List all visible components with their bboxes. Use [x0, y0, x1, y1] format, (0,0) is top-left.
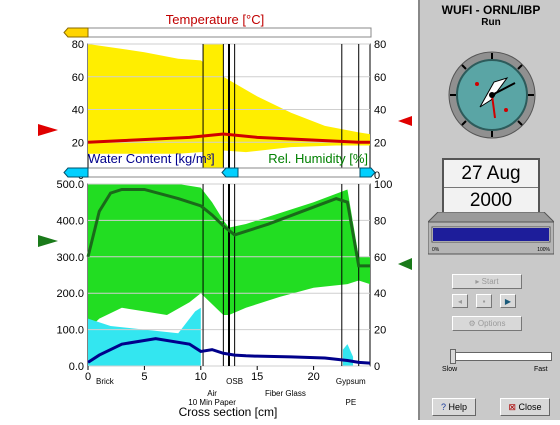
options-icon: ⚙	[468, 319, 478, 328]
top-y-tick-left: 20	[72, 137, 84, 149]
chart-area: Temperature [°C] 80 80 60 60 40 40 20 20 0 0 Wate…	[38, 12, 412, 419]
date-display: 27 Aug 2000	[442, 158, 540, 216]
top-scrollbar[interactable]	[67, 27, 372, 38]
right-temp-marker	[398, 116, 412, 126]
left-temp-marker	[38, 124, 58, 136]
layer-label: Fiber Glass	[265, 389, 306, 398]
help-label: Help	[448, 402, 468, 412]
close-label: Close	[518, 402, 542, 412]
bottom-y-tick-left: 400.0	[56, 215, 84, 227]
charts-svg: Temperature [°C] 80 80 60 60 40 40 20 20 0 0 Wate…	[38, 12, 412, 419]
bottom-y-tick-right: 0	[374, 361, 380, 373]
bottom-y-tick-right: 100	[374, 179, 392, 191]
temperature-line	[87, 132, 370, 144]
pause-button[interactable]: ▪	[476, 294, 492, 308]
x-tick-label: 15	[251, 371, 263, 383]
help-icon: ?	[440, 402, 449, 412]
top-y-tick-left: 80	[72, 39, 84, 51]
layer-label: 10 Min Paper	[188, 398, 236, 407]
bottom-y-tick-left: 100.0	[56, 325, 84, 337]
temperature-chart: 808060604040202000	[72, 39, 387, 182]
panel-subtitle: Run	[481, 17, 501, 28]
top-y-tick-right: 40	[374, 105, 386, 117]
bottom-scroll-left-handle[interactable]	[63, 167, 89, 178]
pause-icon: ▪	[482, 297, 486, 306]
date-day: 27 Aug	[444, 163, 538, 188]
bottom-y-tick-right: 80	[374, 215, 386, 227]
x-axis-label: Cross section [cm]	[179, 405, 278, 419]
bottom-chart-title-right: Rel. Humidity [%]	[268, 151, 368, 166]
x-tick-label: 20	[307, 371, 319, 383]
layer-label: OSB	[226, 377, 243, 386]
top-scroll-handle[interactable]	[63, 27, 89, 38]
layer-label: Gypsum	[336, 377, 366, 386]
top-y-tick-left: 60	[72, 72, 84, 84]
bottom-chart-title-left: Water Content [kg/m³]	[88, 151, 215, 166]
bottom-y-tick-left: 0.0	[69, 361, 84, 373]
slider-fast-label: Fast	[534, 366, 548, 373]
help-button[interactable]: ? Help	[432, 398, 476, 416]
x-tick-label: 10	[195, 371, 207, 383]
bottom-y-tick-right: 40	[374, 288, 386, 300]
x-tick-label: 5	[141, 371, 147, 383]
start-label: Start	[481, 277, 499, 286]
top-chart-title: Temperature [°C]	[166, 12, 264, 27]
bottom-y-tick-right: 60	[374, 252, 386, 264]
date-year: 2000	[469, 190, 513, 211]
top-y-tick-left: 40	[72, 105, 84, 117]
progress-box: 0% 100%	[428, 212, 554, 255]
step-forward-icon: ▶	[504, 297, 512, 306]
progress-fill	[433, 228, 549, 241]
layer-label: Brick	[96, 377, 115, 386]
top-y-tick-right: 80	[374, 39, 386, 51]
top-y-tick-right: 60	[374, 72, 386, 84]
step-back-icon: ◂	[457, 297, 462, 306]
speed-slider-track[interactable]	[450, 352, 552, 361]
progress-min-label: 0%	[432, 247, 440, 253]
humidity-line	[86, 187, 370, 268]
bottom-y-tick-left: 500.0	[56, 179, 84, 191]
progress-max-label: 100%	[537, 247, 550, 253]
bottom-y-tick-left: 200.0	[56, 288, 84, 300]
left-humidity-marker	[38, 235, 58, 247]
close-button[interactable]: ⊠ Close	[500, 398, 550, 416]
layer-label: PE	[345, 398, 356, 407]
water-content-line	[87, 337, 371, 365]
water-content-band	[88, 307, 201, 366]
right-humidity-marker	[398, 258, 412, 270]
step-back-button[interactable]: ◂	[452, 294, 468, 308]
bottom-scroll-right-handle[interactable]	[359, 167, 376, 178]
x-tick-label: 0	[85, 371, 91, 383]
start-button[interactable]: ▸ Start	[452, 274, 522, 289]
clock-icon	[448, 51, 536, 139]
top-y-tick-right: 0	[374, 170, 380, 182]
top-y-tick-right: 20	[374, 137, 386, 149]
play-icon: ▸	[475, 277, 482, 286]
options-button[interactable]: ⚙ Options	[452, 316, 522, 331]
close-icon: ⊠	[508, 402, 519, 412]
bottom-y-tick-left: 300.0	[56, 252, 84, 264]
speed-slider-thumb[interactable]	[450, 349, 456, 364]
step-forward-button[interactable]: ▶	[500, 294, 516, 308]
layer-label: Air	[207, 389, 217, 398]
bottom-scroll-mid-handle[interactable]	[221, 167, 239, 178]
slider-slow-label: Slow	[442, 366, 458, 373]
bottom-y-tick-right: 20	[374, 325, 386, 337]
bottom-scrollbar[interactable]	[67, 167, 372, 178]
panel-title: WUFI - ORNL/IBP	[441, 3, 541, 17]
options-label: Options	[477, 319, 506, 328]
control-panel: WUFI - ORNL/IBP Run 27 Aug 2000 0% 100% …	[418, 0, 560, 420]
